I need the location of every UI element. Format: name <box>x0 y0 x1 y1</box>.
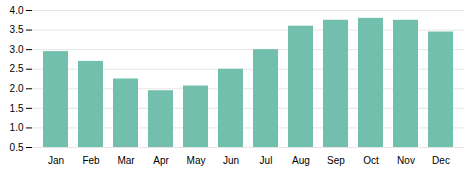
svg-text:0.5: 0.5 <box>10 142 24 153</box>
svg-text:Nov: Nov <box>397 155 415 166</box>
svg-text:Aug: Aug <box>292 155 310 166</box>
svg-text:Dec: Dec <box>432 155 450 166</box>
svg-text:1.0: 1.0 <box>10 122 24 133</box>
svg-text:Mar: Mar <box>117 155 135 166</box>
svg-text:Oct: Oct <box>363 155 379 166</box>
svg-text:2.0: 2.0 <box>10 83 24 94</box>
svg-text:Jul: Jul <box>260 155 273 166</box>
svg-text:Jan: Jan <box>48 155 64 166</box>
svg-text:Feb: Feb <box>82 155 100 166</box>
svg-text:1.5: 1.5 <box>10 103 24 114</box>
svg-text:Sep: Sep <box>327 155 345 166</box>
svg-text:Jun: Jun <box>223 155 239 166</box>
svg-text:3.5: 3.5 <box>10 24 24 35</box>
svg-text:May: May <box>187 155 206 166</box>
svg-text:4.0: 4.0 <box>10 5 24 16</box>
svg-text:2.5: 2.5 <box>10 63 24 74</box>
svg-text:3.0: 3.0 <box>10 44 24 55</box>
svg-text:Apr: Apr <box>153 155 169 166</box>
